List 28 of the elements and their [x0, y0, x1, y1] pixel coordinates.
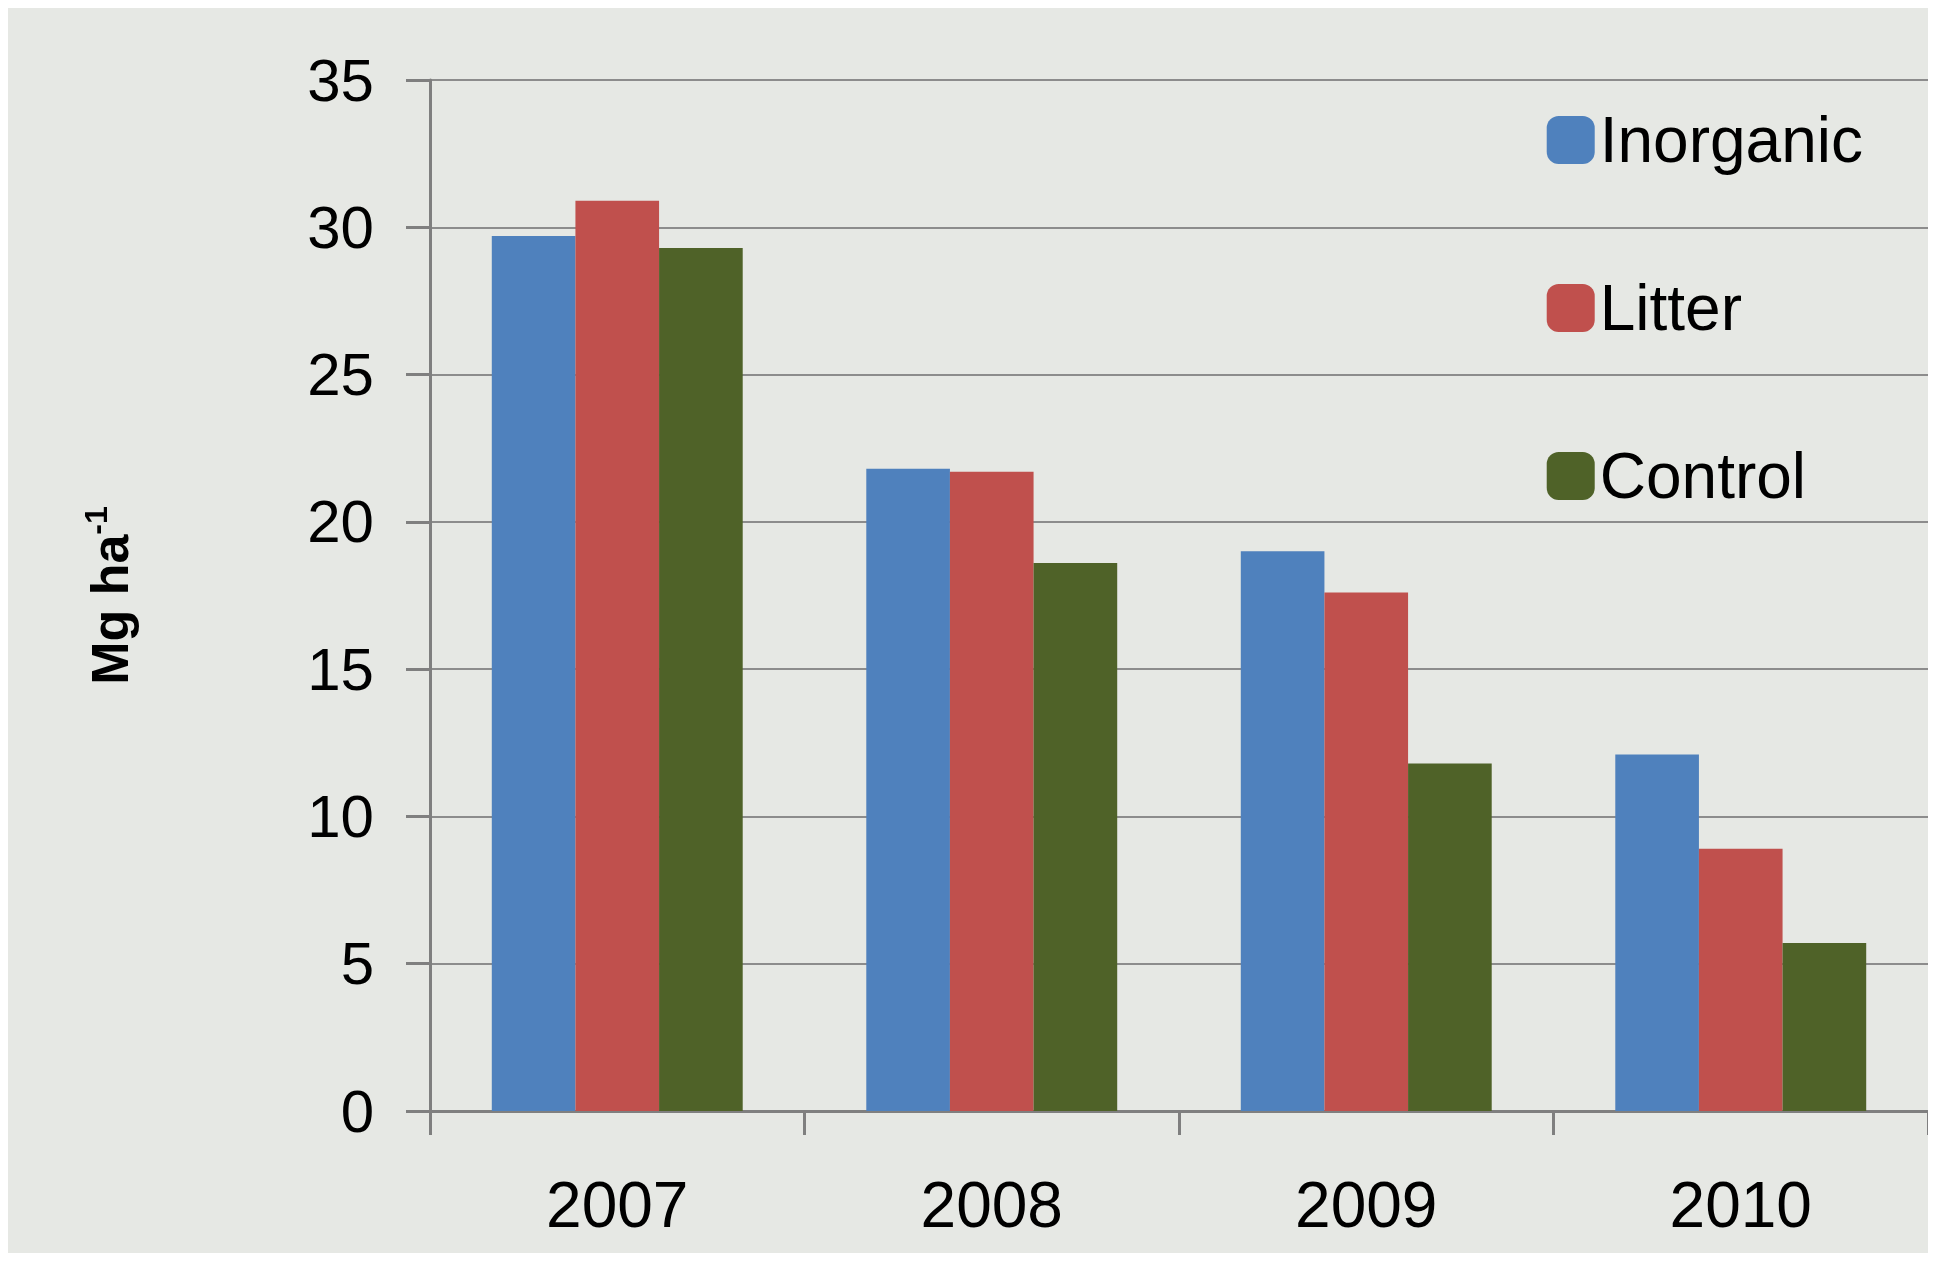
bar: [1782, 943, 1867, 1111]
y-tick-label: 20: [307, 488, 374, 556]
bar: [491, 236, 576, 1111]
x-tick-label: 2007: [546, 1169, 689, 1241]
y-tick-label: 35: [307, 46, 374, 114]
legend-label: Litter: [1599, 272, 1742, 344]
y-tick-label: 25: [307, 341, 374, 409]
bar: [1698, 848, 1783, 1111]
bar: [1324, 592, 1409, 1111]
bar: [575, 200, 660, 1111]
bar: [1240, 551, 1325, 1111]
y-tick-label: 15: [307, 635, 374, 703]
y-tick-label: 10: [307, 782, 374, 850]
y-tick-label: 0: [340, 1077, 374, 1145]
legend-label: Control: [1599, 440, 1807, 512]
y-axis-title: Mg ha-1: [78, 506, 139, 685]
bar: [1408, 763, 1492, 1111]
bar: [949, 471, 1034, 1111]
x-tick-label: 2009: [1295, 1169, 1438, 1241]
y-tick-label: 5: [340, 930, 374, 998]
bar: [866, 468, 950, 1111]
y-tick-label: 30: [307, 193, 374, 261]
x-tick-label: 2008: [920, 1169, 1063, 1241]
bar: [1033, 563, 1118, 1111]
x-tick-label: 2010: [1669, 1169, 1812, 1241]
bar: [659, 247, 743, 1111]
bar: [1615, 754, 1699, 1111]
legend-label: Inorganic: [1599, 104, 1863, 176]
